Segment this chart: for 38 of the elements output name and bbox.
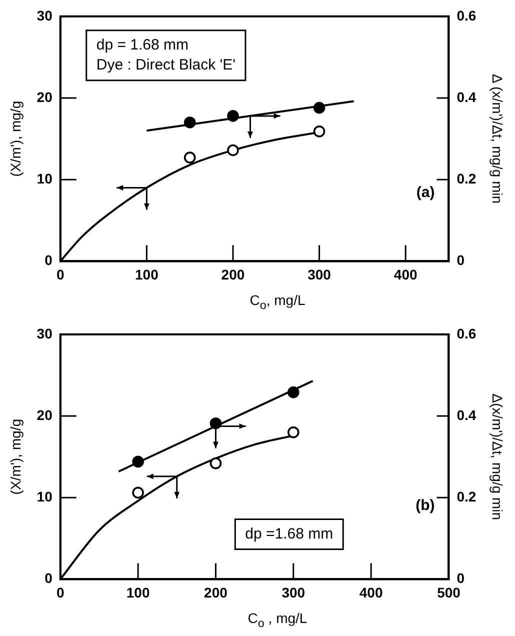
x-tick-label: 500 [437, 584, 461, 600]
annotation: dp = 1.68 mm [96, 36, 189, 54]
y2-tick-label: 0.4 [456, 406, 476, 423]
x-tick-label: 0 [56, 584, 64, 600]
y-tick-label: 30 [36, 325, 53, 342]
y-tick-label: 20 [36, 88, 53, 105]
y2-tick-label: 0.2 [456, 170, 476, 186]
annotation: dp =1.68 mm [245, 525, 334, 542]
x-tick-label: 300 [282, 584, 306, 600]
x-tick-label: 200 [221, 266, 245, 282]
y-tick-label: 10 [36, 170, 53, 186]
y2-tick-label: 0.6 [456, 325, 476, 342]
x-tick-label: 0 [56, 266, 64, 282]
y-tick-label: 20 [36, 406, 53, 423]
annotation: (a) [416, 184, 435, 201]
annotation: (b) [416, 496, 435, 514]
y2-tick-label: 0 [456, 252, 465, 268]
y2-axis-title: Δ (x/m')/Δt, mg/g min [490, 74, 506, 204]
y2-tick-label: 0.4 [456, 88, 476, 105]
x-tick-label: 400 [394, 266, 418, 282]
x-tick-label: 400 [359, 584, 383, 600]
x-tick-label: 100 [134, 266, 159, 282]
y-tick-label: 0 [44, 252, 53, 268]
x-tick-label: 300 [308, 266, 332, 282]
y2-tick-label: 0.2 [456, 488, 476, 504]
y2-tick-label: 0.6 [456, 7, 476, 24]
y-axis-title: (X/m'), mg/g [7, 100, 24, 177]
x-axis-title: C$_{o}$ , mg/L [246, 610, 308, 632]
annotation: Dye : Direct Black 'E' [96, 56, 236, 74]
y2-axis-title: Δ(x/m')/Δt, mg/g min [490, 394, 506, 520]
y-tick-label: 10 [36, 488, 53, 504]
y-tick-label: 30 [36, 7, 53, 24]
y-axis-title: (X/m'), mg/g [7, 418, 24, 495]
y2-tick-label: 0 [456, 570, 465, 586]
x-tick-label: 100 [126, 584, 150, 600]
x-tick-label: 200 [204, 584, 228, 600]
y-tick-label: 0 [44, 570, 53, 586]
x-axis-title: C$_{o}$, mg/L [248, 292, 306, 314]
